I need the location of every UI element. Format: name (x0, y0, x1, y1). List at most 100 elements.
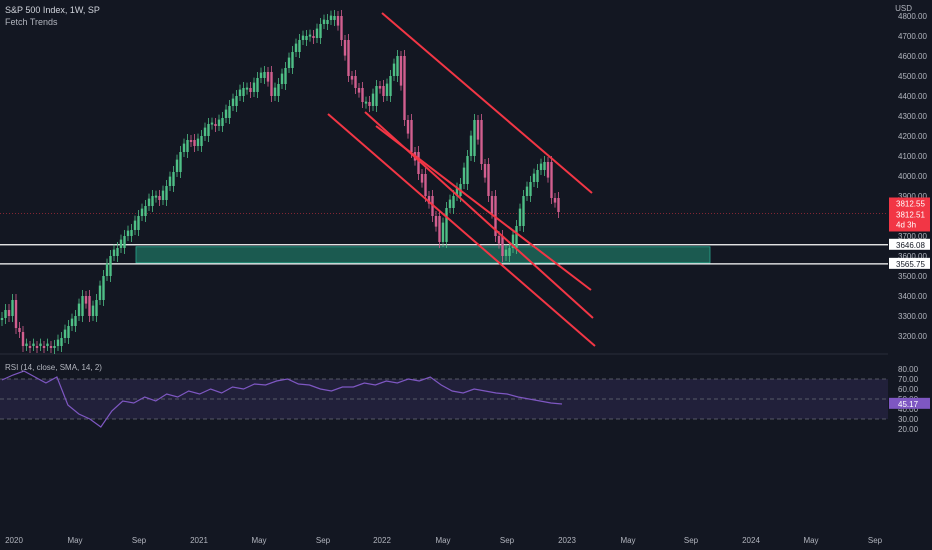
candle-body (186, 140, 189, 152)
candle-body (501, 236, 504, 256)
price-axis: 4800.00 4700.00 4600.00 4500.00 4400.00 4300.… (889, 12, 930, 434)
candle-body (497, 236, 501, 244)
price-tick-label: 3500.00 (898, 272, 927, 281)
candle-body (392, 63, 396, 76)
candle-body (322, 19, 326, 24)
candle-body (137, 216, 140, 230)
zone-rect (135, 246, 711, 264)
candle-body (434, 216, 438, 227)
price-tick-label: 4800.00 (898, 12, 927, 21)
candle-body (161, 190, 165, 200)
candle-body (445, 208, 448, 242)
time-tick-label: Sep (684, 536, 699, 545)
candle-body (235, 96, 238, 106)
price-tick-label: 4200.00 (898, 132, 927, 141)
candle-body (179, 152, 182, 172)
candle-body (361, 88, 364, 102)
candle-body (543, 162, 546, 170)
candle-body (182, 143, 186, 152)
rsi-tick-label: 20.00 (898, 425, 919, 434)
candle-body (252, 82, 256, 92)
candle-body (319, 24, 322, 38)
candle-body (473, 120, 476, 156)
candle-body (294, 43, 298, 52)
candle-body (165, 186, 168, 200)
candle-body (189, 140, 193, 142)
time-tick-label: 2022 (373, 536, 391, 545)
candle-body (193, 140, 196, 146)
price-tick-label: 4300.00 (898, 112, 927, 121)
candle-body (102, 276, 105, 300)
candle-body (480, 120, 483, 164)
candle-body (84, 296, 88, 304)
candle-body (60, 338, 63, 346)
countdown-label: 4d 3h (896, 220, 916, 229)
candle-body (308, 34, 312, 37)
rsi-tick-label: 30.00 (898, 415, 919, 424)
candle-body (350, 76, 354, 80)
candle-body (427, 196, 431, 204)
candle-body (28, 346, 32, 348)
price-tick-label: 3400.00 (898, 292, 927, 301)
candle-body (63, 329, 67, 338)
candle-body (532, 173, 536, 182)
candle-body (42, 346, 46, 348)
rsi-tick-label: 70.00 (898, 375, 919, 384)
price-tick-label: 4700.00 (898, 32, 927, 41)
candle-body (312, 36, 315, 38)
candle-body (14, 300, 18, 328)
rsi-pane (0, 370, 888, 428)
candle-body (357, 88, 361, 93)
candle-body (140, 208, 144, 216)
candle-body (81, 296, 84, 316)
time-tick-label: May (67, 536, 82, 545)
candle-body (469, 135, 473, 156)
candle-body (126, 230, 130, 236)
rsi-line (1, 370, 563, 428)
candle-body (21, 332, 25, 346)
candle-body (403, 56, 406, 120)
time-tick-label: May (435, 536, 450, 545)
candle-body (39, 343, 42, 346)
candle-body (123, 236, 126, 248)
candle-body (382, 86, 385, 96)
candle-body (315, 28, 319, 38)
candle-body (144, 206, 147, 216)
candle-body (49, 346, 53, 348)
candle-body (263, 72, 266, 78)
trend-channel-line (327, 113, 596, 347)
candle-body (347, 40, 350, 76)
candle-body (91, 305, 95, 316)
candle-body (207, 124, 210, 136)
candle-body (333, 16, 336, 20)
time-tick-label: 2024 (742, 536, 760, 545)
time-tick-label: May (803, 536, 818, 545)
chart-title: S&P 500 Index, 1W, SP (5, 5, 100, 15)
price-tick-label: 3200.00 (898, 332, 927, 341)
candle-body (119, 239, 123, 248)
candle-body (406, 120, 410, 134)
last-price-label: 3812.55 (896, 199, 925, 208)
candle-body (46, 343, 49, 346)
candle-body (483, 164, 487, 178)
candle-body (476, 120, 480, 140)
candle-body (462, 167, 466, 184)
candle-body (224, 109, 228, 118)
candle-body (70, 318, 74, 326)
candle-body (553, 198, 557, 203)
trend-channels (327, 12, 596, 347)
candle-body (74, 316, 77, 326)
candle-body (371, 93, 375, 106)
candle-body (67, 326, 70, 338)
price-tick-label: 3700.00 (898, 232, 927, 241)
candle-body (0, 318, 4, 320)
candle-body (518, 208, 522, 226)
price-tick-label: 4600.00 (898, 52, 927, 61)
candle-body (242, 88, 245, 96)
candle-body (231, 98, 235, 106)
candle-body (298, 40, 301, 52)
time-tick-label: 2021 (190, 536, 208, 545)
candle-body (18, 328, 21, 332)
candle-body (364, 101, 368, 104)
